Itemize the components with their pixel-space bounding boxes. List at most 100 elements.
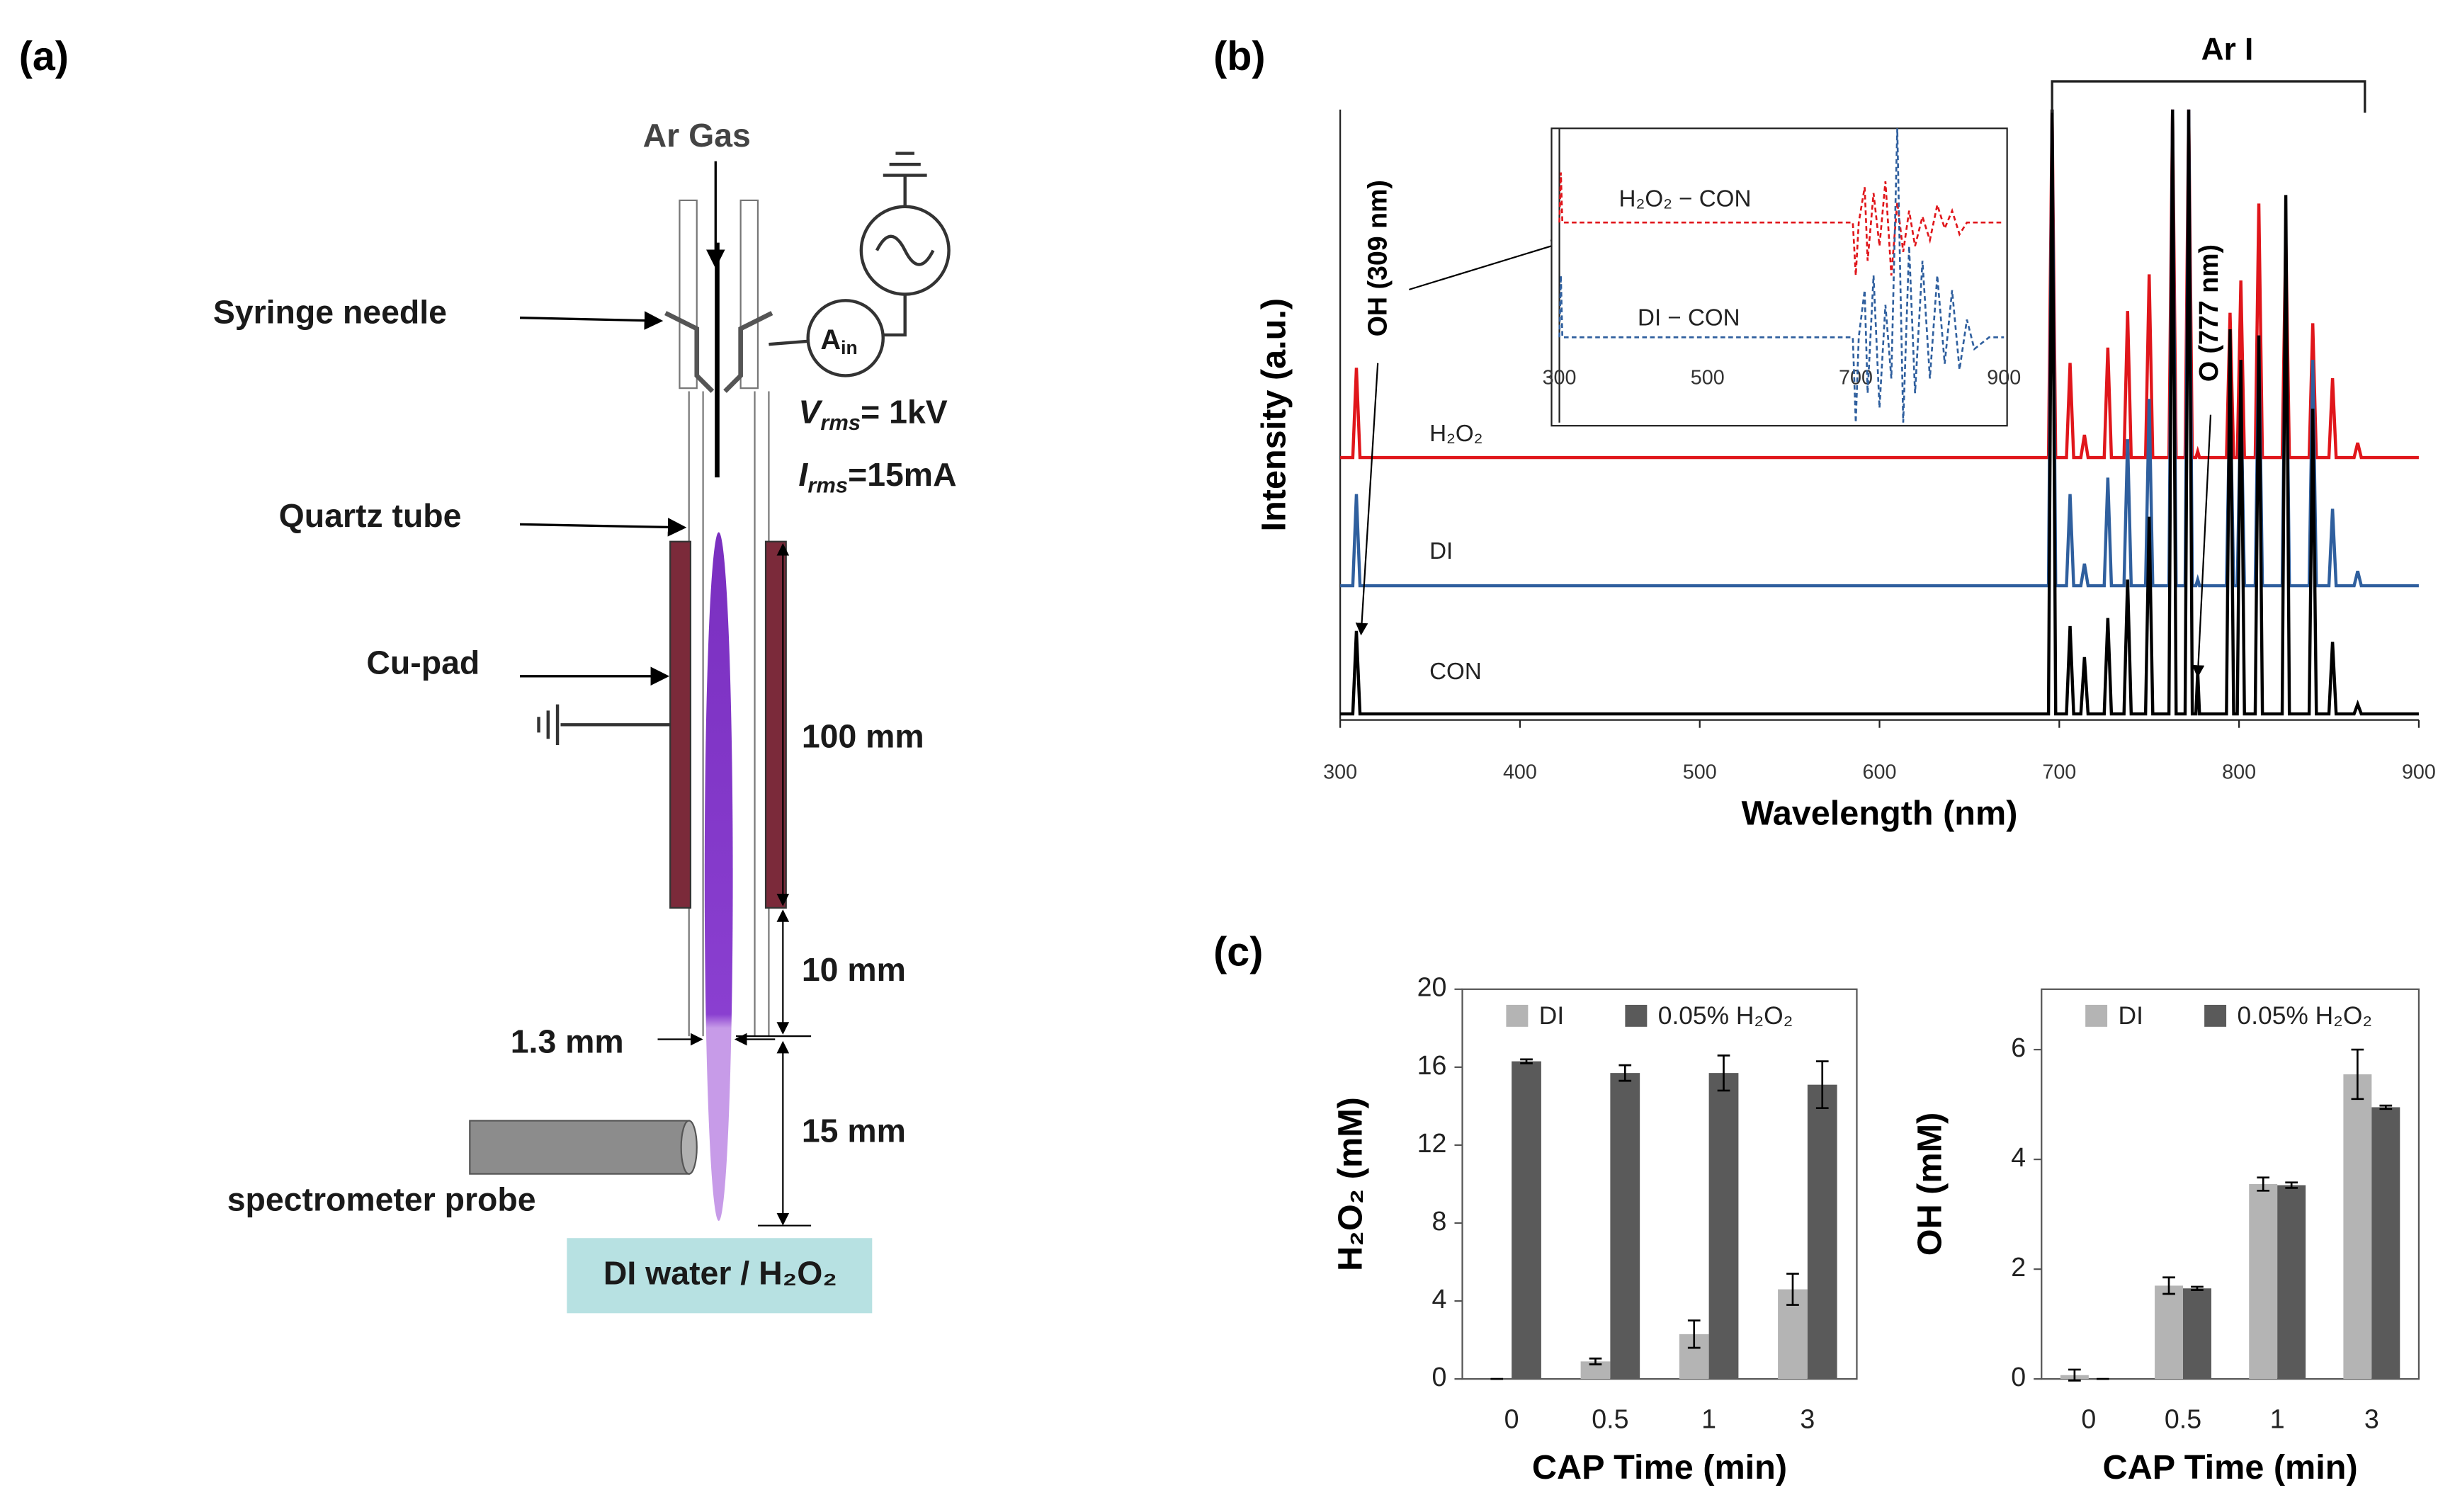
- label: Vrms= 1kV: [798, 394, 947, 435]
- legend-label: DI: [1539, 1002, 1564, 1030]
- error-bar: [1786, 1273, 1799, 1306]
- error-bar: [1687, 1319, 1701, 1349]
- series-label: H₂O₂ − CON: [1619, 186, 1752, 212]
- sine: [875, 234, 935, 266]
- x-tick-label: 700: [2042, 761, 2076, 783]
- label: DI water / H₂O₂: [603, 1255, 837, 1292]
- annotation-arrow: [1355, 363, 1379, 636]
- label: 100 mm: [802, 717, 924, 754]
- annotation: OH (309 nm): [1362, 180, 1392, 336]
- dimension-tick: [736, 1035, 812, 1227]
- diagram: [469, 152, 951, 1314]
- y-tick-label: 0: [2011, 1362, 2026, 1392]
- label: = 1kV: [861, 394, 948, 431]
- x-tick-label: 0.5: [2165, 1404, 2201, 1434]
- annotation: Ar I: [2201, 33, 2254, 67]
- bar: [1512, 1061, 1541, 1380]
- label: Ar Gas: [643, 117, 751, 154]
- bar: [2277, 1185, 2306, 1380]
- x-tick-label: 600: [1863, 761, 1897, 783]
- tube: [739, 199, 759, 390]
- error-bar: [2351, 1048, 2364, 1101]
- ground: [883, 152, 927, 207]
- x-axis-label: CAP Time (min): [2103, 1448, 2358, 1487]
- error-bar: [2162, 1276, 2175, 1295]
- fitting: [664, 311, 773, 393]
- annotation: O (777 nm): [2194, 244, 2223, 382]
- label: Quartz tube: [279, 497, 462, 534]
- label: =15mA: [848, 456, 957, 493]
- probe: [469, 1120, 690, 1175]
- wire: [769, 294, 907, 346]
- y-axis-label: H₂O₂ (mM): [1332, 1097, 1370, 1271]
- annotation-arrow: [1409, 239, 1565, 290]
- ammeter: [806, 299, 885, 377]
- y-tick-label: 4: [1432, 1284, 1447, 1314]
- y-tick-label: 2: [2011, 1252, 2026, 1282]
- legend-swatch: [1625, 1004, 1648, 1027]
- arrow: [519, 311, 664, 330]
- error-bar: [2068, 1368, 2081, 1382]
- label: rms: [820, 410, 861, 435]
- error-bar: [2191, 1285, 2204, 1291]
- arrow: [519, 518, 687, 537]
- x-tick-label: 500: [1683, 761, 1717, 783]
- plot-frame: [1461, 988, 1858, 1380]
- bar: [1610, 1073, 1640, 1380]
- x-tick-label: 0.5: [1592, 1404, 1628, 1434]
- x-axis-label: CAP Time (min): [1532, 1448, 1787, 1487]
- error-bar: [2379, 1104, 2393, 1110]
- x-tick-label: 900: [1987, 366, 2021, 389]
- x-tick-label: 300: [1543, 366, 1577, 389]
- bar: [2249, 1183, 2278, 1380]
- x-axis-label: Wavelength (nm): [1742, 794, 2018, 832]
- label: 1.3 mm: [511, 1023, 624, 1059]
- bar: [2371, 1107, 2400, 1380]
- panel-label: (c): [1213, 929, 1263, 974]
- y-tick-label: 6: [2011, 1033, 2026, 1062]
- x-tick-label: 1: [2270, 1404, 2285, 1434]
- x-tick-label: 1: [1701, 1404, 1716, 1434]
- panel-label: (b): [1213, 34, 1265, 79]
- series-line: [1558, 128, 2005, 423]
- annotation-arrow: [2192, 414, 2212, 678]
- label: Cu-pad: [366, 644, 480, 681]
- error-bar: [2257, 1176, 2270, 1192]
- error-bar: [2285, 1181, 2298, 1189]
- legend-swatch: [2204, 1004, 2227, 1027]
- tube: [679, 199, 698, 390]
- y-tick-label: 8: [1432, 1206, 1447, 1236]
- plot-frame: [2041, 988, 2420, 1380]
- x-tick-label: 900: [2402, 761, 2436, 783]
- target-box: [567, 1238, 873, 1314]
- bar: [2155, 1285, 2184, 1380]
- legend-swatch: [2085, 1004, 2108, 1027]
- x-tick-label: 800: [2222, 761, 2256, 783]
- y-axis-label: OH (mM): [1910, 1113, 1949, 1256]
- probe-end: [680, 1120, 698, 1175]
- error-bar: [1618, 1064, 1632, 1082]
- x-tick-label: 3: [2364, 1404, 2379, 1434]
- panel-label: (a): [19, 34, 69, 79]
- legend-label: DI: [2119, 1002, 2143, 1030]
- y-tick-label: 4: [2011, 1142, 2026, 1172]
- plasma: [704, 532, 733, 1221]
- series-line: [1340, 109, 2419, 716]
- y-tick-label: 12: [1417, 1128, 1447, 1158]
- label: A: [820, 324, 841, 355]
- y-axis-label: Intensity (a.u.): [1254, 298, 1293, 531]
- legend-label: 0.05% H₂O₂: [2238, 1002, 2373, 1030]
- legend-swatch: [1506, 1004, 1529, 1027]
- label: in: [841, 337, 858, 358]
- label: Syringe needle: [213, 294, 447, 331]
- legend-label: 0.05% H₂O₂: [1658, 1002, 1793, 1030]
- bar: [2183, 1288, 2211, 1380]
- label: 10 mm: [802, 951, 906, 988]
- series-label: H₂O₂: [1429, 421, 1482, 447]
- error-bar: [1589, 1357, 1602, 1365]
- series-label: DI − CON: [1638, 305, 1740, 331]
- cu-pad: [669, 540, 692, 909]
- label: V: [798, 394, 823, 431]
